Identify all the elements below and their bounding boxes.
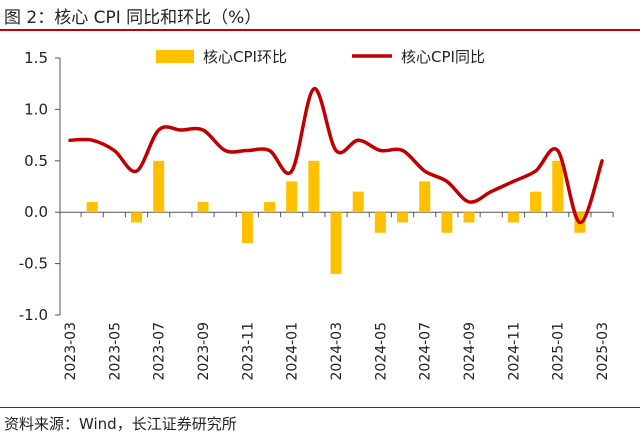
x-tick-label: 2025-03 [595,322,611,381]
x-tick-label: 2024-11 [506,322,522,381]
bar-2023-04 [86,201,98,213]
bar-2024-12 [530,191,542,213]
x-tick-label: 2023-09 [196,322,212,381]
y-tick-label: 0.0 [24,203,48,221]
y-axis: 1.5 1.0 0.5 0.0 -0.5 -1.0 [19,49,61,324]
x-tick-label: 2023-03 [63,322,79,381]
y-tick-label: 1.0 [24,100,48,118]
bar-2024-01 [286,181,298,213]
bar-2024-03 [330,212,342,274]
bar-2024-08 [441,212,453,233]
x-tick-label: 2024-01 [285,322,301,381]
title-rule [0,29,640,31]
y-tick-label: -0.5 [19,255,48,273]
legend: 核心CPI环比 核心CPI同比 [156,48,485,66]
bar-2023-07 [153,160,165,213]
bar-2023-06 [131,212,143,223]
bar-2025-01 [552,160,564,213]
x-axis: 2023-03 2023-05 2023-07 2023-09 2023-11 2024-… [60,211,614,381]
x-tick-label: 2024-05 [373,322,389,381]
bar-2024-07 [419,181,431,213]
x-tick-label: 2024-03 [329,322,345,381]
bar-2024-04 [352,191,364,213]
x-tick-label: 2023-11 [240,322,256,381]
x-tick-label: 2025-01 [551,322,567,381]
x-tick-label: 2023-07 [152,322,168,381]
legend-label-bar: 核心CPI环比 [203,48,287,66]
figure-title: 图 2：核心 CPI 同比和环比（%） [4,8,262,28]
bar-2024-11 [507,212,519,223]
bar-2023-12 [264,201,276,213]
source-rule [0,407,640,408]
x-tick-label: 2024-07 [418,322,434,381]
bar-2024-05 [374,212,386,233]
bar-2023-09 [197,201,209,213]
bar-2024-09 [463,212,475,223]
bar-2024-02 [308,160,320,213]
legend-swatch-bar [156,50,194,63]
line-series [68,87,604,225]
x-tick-label: 2023-05 [107,322,123,381]
bar-2024-06 [397,212,409,223]
source-note: 资料来源：Wind，长江证券研究所 [4,415,237,433]
bar-2023-11 [241,212,253,244]
legend-label-line: 核心CPI同比 [401,48,485,66]
bar-series [86,160,586,274]
y-tick-label: 1.5 [24,49,48,67]
x-tick-label: 2024-09 [462,322,478,381]
line-core-cpi-yoy [68,87,604,225]
y-tick-label: 0.5 [24,152,48,170]
y-tick-label: -1.0 [19,306,48,324]
